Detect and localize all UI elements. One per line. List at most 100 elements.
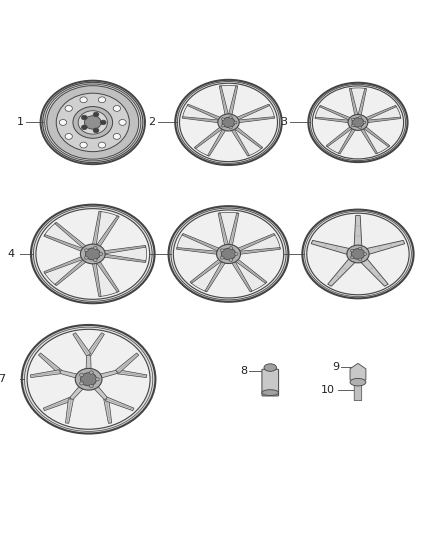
Ellipse shape	[173, 210, 284, 298]
Ellipse shape	[302, 209, 413, 298]
Polygon shape	[219, 86, 229, 116]
Polygon shape	[231, 128, 250, 156]
Polygon shape	[95, 263, 118, 296]
Polygon shape	[208, 128, 226, 156]
Text: 10: 10	[321, 385, 335, 395]
Ellipse shape	[73, 107, 113, 138]
Ellipse shape	[99, 253, 102, 255]
Polygon shape	[96, 216, 119, 248]
Ellipse shape	[180, 83, 278, 161]
Ellipse shape	[33, 207, 152, 301]
Polygon shape	[183, 105, 219, 122]
Ellipse shape	[78, 111, 107, 134]
Ellipse shape	[216, 245, 240, 263]
Text: 7: 7	[0, 374, 5, 384]
Polygon shape	[44, 259, 84, 285]
Ellipse shape	[81, 115, 87, 120]
Ellipse shape	[312, 86, 403, 159]
Ellipse shape	[351, 124, 354, 127]
Polygon shape	[106, 397, 134, 410]
Ellipse shape	[81, 244, 105, 264]
Ellipse shape	[93, 128, 99, 133]
Ellipse shape	[47, 86, 139, 159]
Polygon shape	[44, 223, 84, 249]
Ellipse shape	[363, 121, 366, 124]
Text: 8: 8	[240, 366, 247, 376]
Polygon shape	[360, 127, 378, 154]
Polygon shape	[358, 88, 367, 116]
Polygon shape	[177, 234, 218, 253]
Polygon shape	[60, 370, 79, 378]
Polygon shape	[354, 215, 362, 247]
Polygon shape	[205, 260, 226, 292]
Polygon shape	[95, 212, 118, 245]
FancyBboxPatch shape	[262, 369, 279, 396]
Polygon shape	[117, 370, 147, 377]
Polygon shape	[39, 353, 62, 373]
Ellipse shape	[41, 80, 145, 164]
Ellipse shape	[352, 118, 364, 127]
Polygon shape	[363, 126, 390, 147]
Ellipse shape	[89, 371, 93, 374]
Ellipse shape	[36, 208, 150, 300]
Ellipse shape	[85, 249, 88, 252]
Ellipse shape	[56, 93, 129, 152]
Polygon shape	[44, 256, 85, 273]
Text: 6: 6	[275, 249, 282, 259]
Ellipse shape	[222, 117, 235, 127]
Ellipse shape	[22, 325, 155, 433]
Ellipse shape	[31, 205, 155, 303]
Ellipse shape	[359, 258, 362, 261]
Text: 5: 5	[141, 249, 148, 259]
Ellipse shape	[348, 115, 368, 131]
Polygon shape	[66, 399, 74, 423]
Ellipse shape	[234, 253, 238, 255]
Ellipse shape	[221, 124, 225, 127]
Ellipse shape	[229, 259, 233, 261]
Ellipse shape	[171, 208, 286, 300]
Polygon shape	[366, 117, 401, 123]
Polygon shape	[238, 247, 280, 254]
Ellipse shape	[218, 114, 239, 131]
Polygon shape	[365, 240, 405, 255]
Ellipse shape	[45, 84, 141, 161]
Ellipse shape	[221, 248, 236, 260]
Ellipse shape	[169, 206, 289, 302]
Polygon shape	[104, 399, 112, 423]
Polygon shape	[360, 258, 388, 286]
Polygon shape	[105, 246, 147, 262]
Text: 9: 9	[332, 362, 339, 372]
Polygon shape	[235, 104, 270, 120]
Ellipse shape	[347, 245, 369, 263]
Ellipse shape	[81, 373, 97, 386]
Polygon shape	[233, 126, 263, 149]
Ellipse shape	[311, 84, 406, 160]
Polygon shape	[311, 240, 351, 255]
Ellipse shape	[100, 120, 106, 125]
Ellipse shape	[80, 374, 84, 377]
Ellipse shape	[177, 82, 279, 163]
Text: 1: 1	[17, 117, 24, 127]
Ellipse shape	[229, 126, 232, 129]
Ellipse shape	[80, 142, 87, 148]
Ellipse shape	[98, 97, 106, 103]
Polygon shape	[43, 397, 72, 410]
Polygon shape	[362, 128, 389, 154]
Polygon shape	[92, 262, 101, 296]
Ellipse shape	[42, 82, 143, 163]
Polygon shape	[86, 333, 104, 356]
Polygon shape	[220, 85, 237, 114]
Text: 4: 4	[7, 249, 14, 259]
Polygon shape	[238, 105, 275, 122]
Polygon shape	[339, 127, 356, 154]
Polygon shape	[55, 222, 87, 249]
Ellipse shape	[95, 377, 99, 381]
Polygon shape	[228, 86, 238, 116]
Polygon shape	[187, 104, 222, 120]
Ellipse shape	[85, 116, 101, 129]
Ellipse shape	[229, 116, 232, 118]
Polygon shape	[183, 117, 220, 123]
Ellipse shape	[25, 327, 153, 431]
Ellipse shape	[262, 390, 279, 395]
Ellipse shape	[119, 119, 126, 125]
